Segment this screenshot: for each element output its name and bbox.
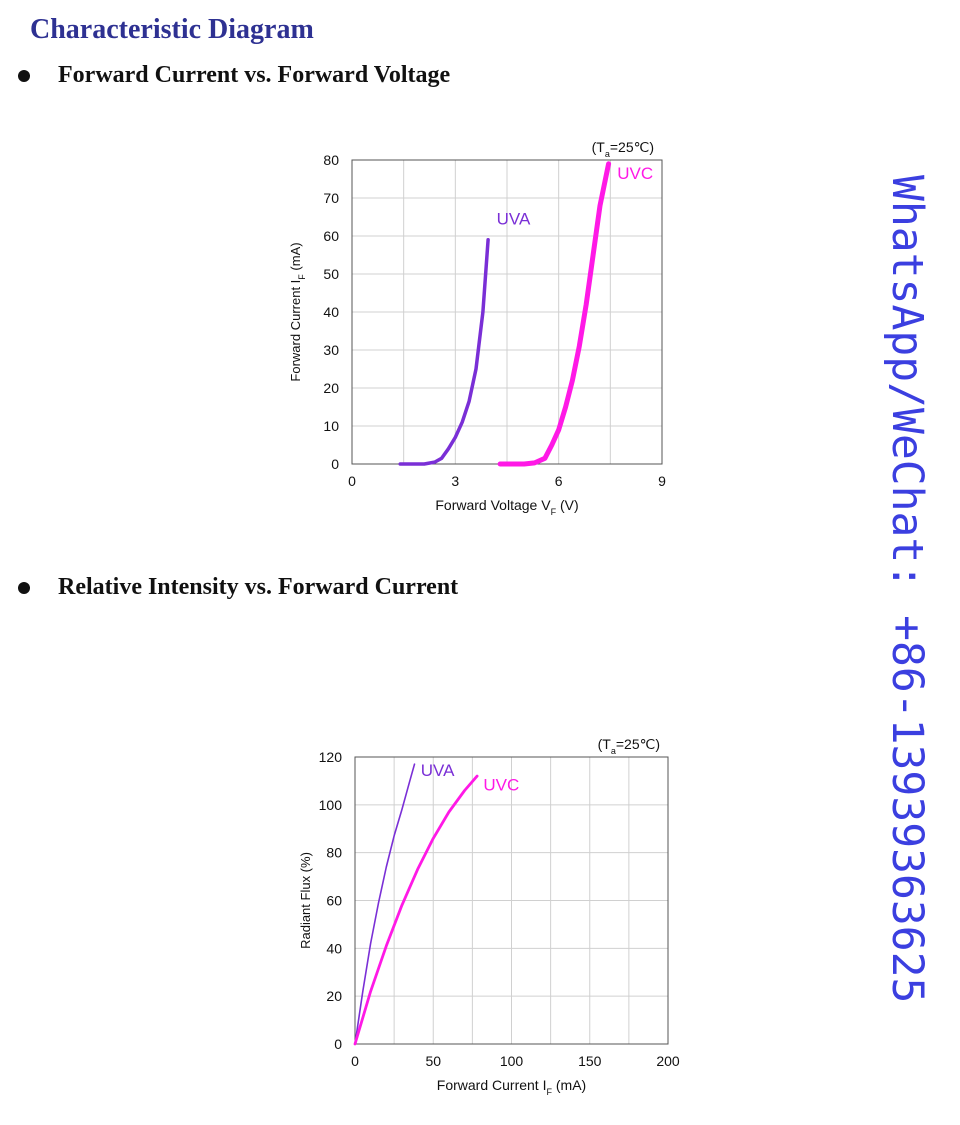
y-tick-label: 20 — [323, 380, 339, 396]
series-label-uvc: UVC — [617, 164, 653, 183]
chart-forward-current-vs-voltage: 0 3 6 9 0 10 20 30 40 50 60 70 80 Forward Voltage VF​… — [288, 139, 666, 517]
x-axis-label: Forward Current IF​ (mA) — [437, 1077, 586, 1097]
y-tick-label: 100 — [319, 797, 343, 813]
x-axis-label: Forward Voltage VF​ (V) — [435, 497, 578, 517]
y-tick-label: 60 — [326, 893, 342, 909]
series-label-uva: UVA — [497, 210, 531, 229]
x-tick-label: 200 — [656, 1053, 680, 1069]
series-line-uva — [354, 763, 416, 1045]
watermark: WhatsApp/WeChat: +86-13939363625 — [860, 175, 950, 1005]
y-tick-label: 20 — [326, 988, 342, 1004]
x-tick-label: 9 — [658, 473, 666, 489]
y-tick-label: 40 — [326, 940, 342, 956]
section-title-iv: Forward Current vs. Forward Voltage — [58, 62, 451, 88]
y-tick-label: 70 — [323, 190, 339, 206]
temperature-note: (Ta​=25℃) — [592, 139, 654, 159]
x-tick-label: 50 — [425, 1053, 441, 1069]
section-heading-intensity: Relative Intensity vs. Forward Current — [18, 574, 458, 601]
y-axis-label: Radiant Flux (%) — [298, 852, 313, 949]
x-tick-label: 3 — [451, 473, 459, 489]
y-tick-label: 50 — [323, 266, 339, 282]
x-tick-label: 6 — [555, 473, 563, 489]
y-tick-label: 120 — [319, 749, 343, 765]
x-tick-label: 0 — [348, 473, 356, 489]
y-tick-label: 60 — [323, 228, 339, 244]
x-tick-label: 150 — [578, 1053, 602, 1069]
bullet-icon — [18, 69, 30, 82]
section-title-intensity: Relative Intensity vs. Forward Current — [58, 574, 459, 600]
y-tick-label: 10 — [323, 418, 339, 434]
bullet-icon — [18, 581, 30, 594]
watermark-text: WhatsApp/WeChat: +86-13939363625 — [882, 175, 932, 1004]
y-tick-label: 0 — [334, 1036, 342, 1052]
series-label-uva: UVA — [421, 761, 455, 780]
plot-frame — [354, 756, 669, 1045]
page-title: Characteristic Diagram — [30, 14, 314, 45]
series-label-uvc: UVC — [483, 775, 519, 794]
y-tick-label: 30 — [323, 342, 339, 358]
y-tick-label: 0 — [331, 456, 339, 472]
y-tick-label: 80 — [326, 845, 342, 861]
x-tick-label: 100 — [500, 1053, 524, 1069]
y-tick-label: 80 — [323, 152, 339, 168]
section-heading-iv: Forward Current vs. Forward Voltage — [18, 62, 450, 89]
x-tick-label: 0 — [351, 1053, 359, 1069]
y-axis-label: Forward Current IF​ (mA) — [288, 242, 307, 381]
y-tick-label: 40 — [323, 304, 339, 320]
temperature-note: (Ta​=25℃) — [598, 736, 660, 756]
series-line-uvc — [497, 161, 612, 467]
series-line-uvc — [353, 774, 479, 1046]
series-line-uva — [398, 238, 490, 466]
